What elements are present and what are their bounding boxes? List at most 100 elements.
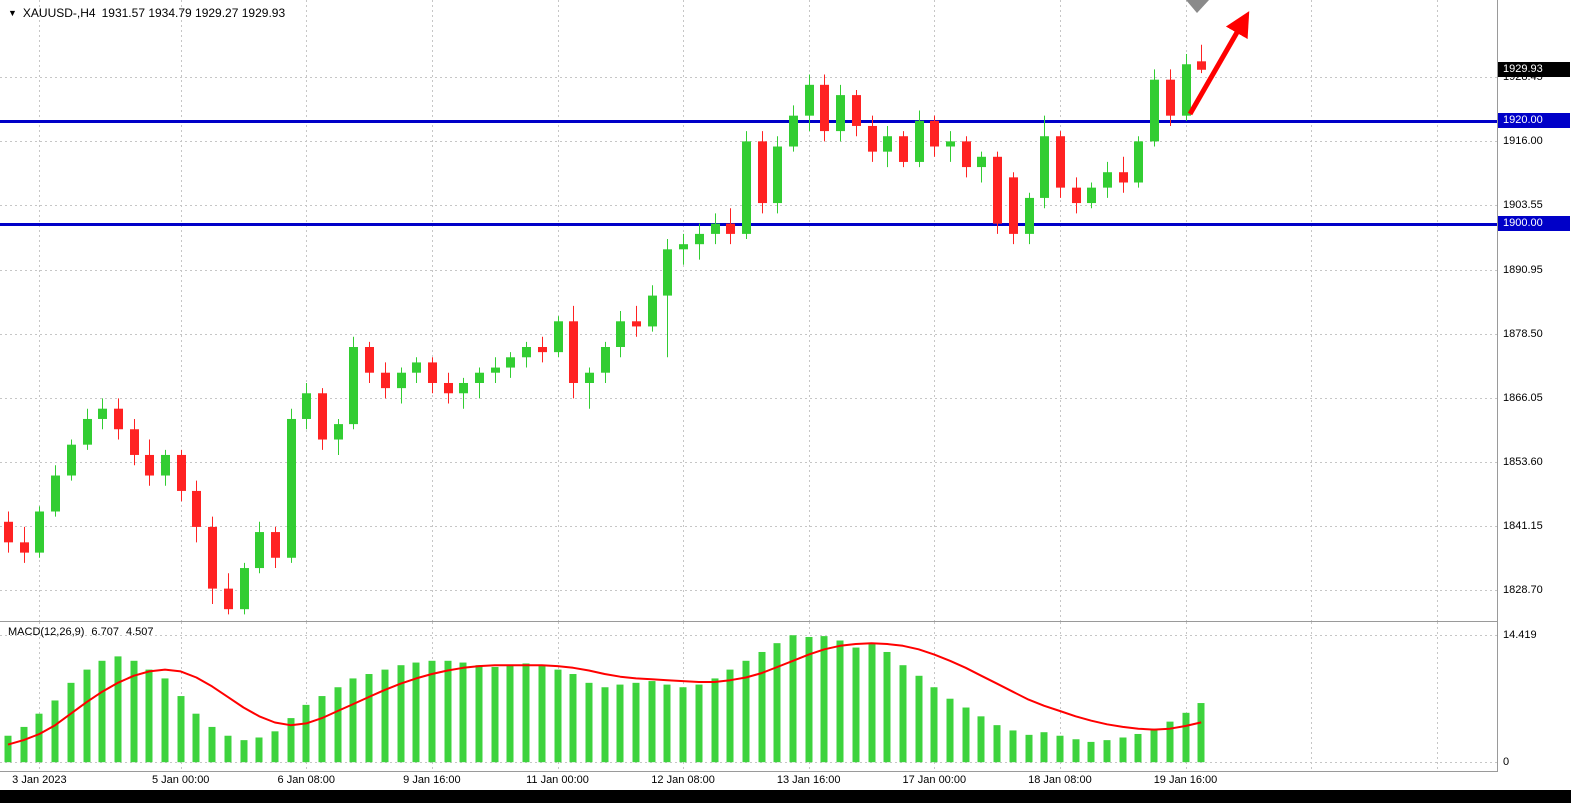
candle-body-up bbox=[663, 249, 672, 296]
macd-histogram-bar bbox=[538, 665, 546, 763]
candle-body-up bbox=[349, 346, 358, 425]
candle-body-up bbox=[1182, 64, 1191, 116]
candle-body-up bbox=[522, 346, 531, 358]
candle-body-up bbox=[35, 511, 44, 553]
price-scale[interactable]: 1928.451916.001903.551890.951878.501866.… bbox=[1497, 0, 1571, 772]
pane-separator[interactable] bbox=[0, 771, 1571, 772]
candle-body-up bbox=[648, 295, 657, 327]
macd-histogram-bar bbox=[1087, 741, 1095, 763]
time-scale[interactable]: 3 Jan 2023 5 Jan 00:00 6 Jan 08:00 9 Jan 16… bbox=[0, 772, 1571, 790]
macd-histogram-bar bbox=[554, 669, 562, 763]
macd-chart-canvas[interactable] bbox=[0, 622, 1497, 771]
candle-body-down bbox=[444, 382, 453, 394]
macd-histogram-bar bbox=[585, 682, 593, 763]
candle-body-up bbox=[459, 382, 468, 394]
macd-histogram-bar bbox=[616, 684, 624, 763]
price-tick-label: 1890.95 bbox=[1503, 263, 1543, 276]
price-chart-canvas[interactable] bbox=[0, 0, 1497, 621]
macd-histogram-bar bbox=[177, 696, 185, 763]
macd-histogram-bar bbox=[4, 735, 12, 763]
macd-histogram-bar bbox=[1182, 712, 1190, 763]
candle-body-up bbox=[1150, 79, 1159, 142]
macd-histogram-bar bbox=[789, 635, 797, 763]
candle-body-up bbox=[161, 454, 170, 476]
candle-body-down bbox=[632, 321, 641, 327]
macd-histogram-bar bbox=[1040, 732, 1048, 763]
candle-body-up bbox=[67, 444, 76, 476]
candle-body-down bbox=[145, 454, 154, 476]
macd-histogram-bar bbox=[114, 656, 122, 763]
macd-histogram-bar bbox=[475, 665, 483, 763]
macd-histogram-bar bbox=[915, 675, 923, 763]
candle-body-down bbox=[208, 526, 217, 589]
candle-body-down bbox=[993, 156, 1002, 224]
macd-histogram-bar bbox=[1134, 733, 1142, 763]
candle-body-down bbox=[318, 393, 327, 440]
time-tick-label: 19 Jan 16:00 bbox=[1153, 774, 1218, 786]
price-tick-label: 1841.15 bbox=[1503, 519, 1543, 532]
price-tick-label: 1878.50 bbox=[1503, 327, 1543, 340]
candle-body-up bbox=[616, 321, 625, 347]
macd-histogram-bar bbox=[240, 740, 248, 763]
hline-price-label: 1900.00 bbox=[1498, 216, 1570, 232]
bottom-bar bbox=[0, 790, 1571, 803]
macd-histogram-bar bbox=[773, 643, 781, 763]
macd-histogram-bar bbox=[287, 718, 295, 763]
candle-body-down bbox=[1119, 172, 1128, 183]
macd-histogram-bar bbox=[255, 737, 263, 763]
macd-signal-value: 4.507 bbox=[125, 626, 154, 638]
macd-histogram-bar bbox=[83, 669, 91, 763]
candle-body-down bbox=[758, 141, 767, 204]
macd-histogram-bar bbox=[993, 725, 1001, 763]
macd-histogram-bar bbox=[444, 660, 452, 763]
macd-histogram-bar bbox=[1056, 735, 1064, 763]
candle-body-up bbox=[240, 568, 249, 610]
candle-body-up bbox=[334, 424, 343, 440]
macd-histogram-bar bbox=[1197, 703, 1205, 763]
macd-tick-label: 0 bbox=[1503, 755, 1510, 768]
macd-histogram-bar bbox=[318, 696, 326, 763]
time-tick-label: 3 Jan 2023 bbox=[12, 774, 67, 786]
macd-signal-line bbox=[7, 642, 1202, 746]
macd-histogram-bar bbox=[98, 660, 106, 763]
candle-body-up bbox=[1040, 136, 1049, 198]
candle-body-up bbox=[491, 367, 500, 373]
candle-body-down bbox=[538, 346, 547, 353]
candle-body-up bbox=[977, 156, 986, 168]
candle-body-down bbox=[365, 346, 374, 373]
one-click-trading-toggle-icon[interactable]: ▼ bbox=[8, 8, 17, 18]
macd-histogram-bar bbox=[35, 713, 43, 763]
macd-histogram-bar bbox=[601, 687, 609, 763]
time-tick-label: 13 Jan 16:00 bbox=[776, 774, 841, 786]
candle-body-up bbox=[1134, 141, 1143, 183]
macd-histogram-bar bbox=[1072, 739, 1080, 763]
macd-histogram-bar bbox=[51, 700, 59, 763]
macd-histogram-bar bbox=[412, 662, 420, 763]
time-tick-label: 5 Jan 00:00 bbox=[151, 774, 210, 786]
candle-body-up bbox=[255, 532, 264, 569]
candle-body-down bbox=[1056, 136, 1065, 188]
trend-arrow-annotation[interactable] bbox=[1187, 11, 1250, 116]
object-anchor-triangle-icon[interactable] bbox=[1186, 0, 1209, 13]
candle-body-up bbox=[679, 244, 688, 250]
macd-histogram-bar bbox=[161, 678, 169, 763]
macd-histogram-bar bbox=[836, 640, 844, 763]
pane-separator[interactable] bbox=[0, 621, 1571, 622]
macd-histogram-bar bbox=[459, 662, 467, 763]
candle-body-up bbox=[1025, 197, 1034, 234]
macd-indicator-label: MACD(12,26,9) 6.707 4.507 bbox=[8, 626, 153, 638]
macd-histogram-bar bbox=[302, 704, 310, 763]
macd-histogram-bar bbox=[1119, 737, 1127, 763]
hline-price-label: 1920.00 bbox=[1498, 113, 1570, 129]
macd-histogram-bar bbox=[930, 687, 938, 763]
macd-main-value: 6.707 bbox=[91, 626, 119, 638]
macd-histogram-bar bbox=[569, 674, 577, 763]
candle-body-up bbox=[83, 418, 92, 445]
macd-histogram-bar bbox=[820, 636, 828, 763]
macd-histogram-bar bbox=[365, 674, 373, 763]
macd-histogram-bar bbox=[899, 665, 907, 763]
candle-body-down bbox=[1197, 61, 1206, 70]
candle-body-up bbox=[789, 115, 798, 147]
macd-histogram-bar bbox=[224, 735, 232, 763]
ohlc-values: 1931.57 1934.79 1929.27 1929.93 bbox=[101, 6, 286, 20]
